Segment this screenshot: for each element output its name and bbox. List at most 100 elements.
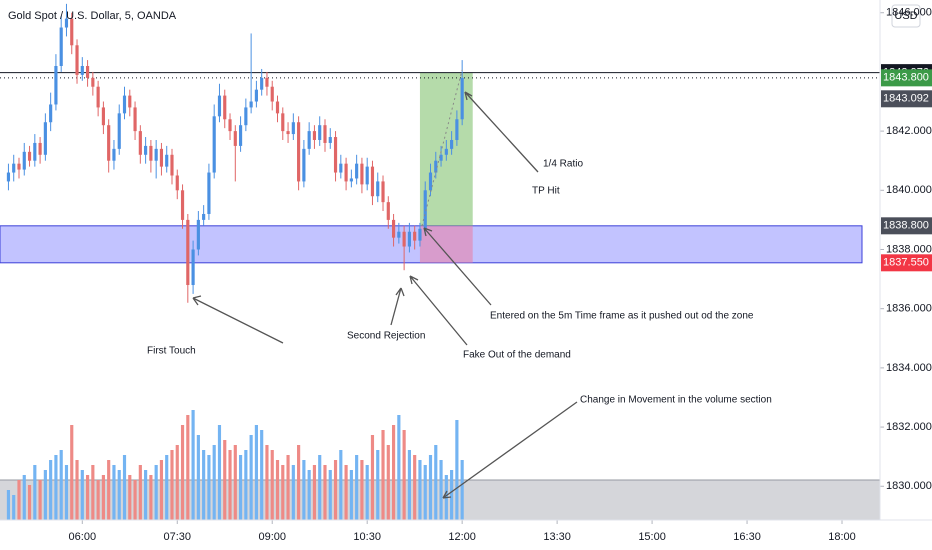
volume-bar (265, 445, 269, 520)
annotation: Second Rejection (347, 331, 425, 342)
candle-body (281, 113, 285, 132)
volume-bar (217, 425, 222, 520)
candle-body (22, 151, 26, 170)
volume-bar (344, 465, 348, 520)
volume-bar (54, 455, 58, 520)
volume-bar (96, 480, 100, 520)
volume-bar (186, 415, 190, 520)
price-label-box (881, 217, 932, 235)
volume-bar (297, 445, 301, 520)
candle-body (112, 148, 116, 161)
volume-bar (43, 470, 47, 520)
candle-body (85, 65, 90, 78)
volume-bar (149, 475, 153, 520)
price-label: 1837.550 (883, 257, 929, 269)
volume-bar (307, 470, 311, 520)
candle-body (117, 113, 121, 149)
candle-body (165, 154, 169, 167)
candle-body (349, 178, 353, 182)
candle-body (423, 190, 427, 229)
volume-bar (397, 415, 401, 520)
volume-bar (144, 470, 148, 520)
volume-bar (38, 480, 42, 520)
volume-bar (91, 465, 95, 520)
volume-bar (180, 425, 185, 520)
volume-bar (270, 450, 274, 520)
candle-body (128, 95, 132, 108)
volume-bar (407, 450, 411, 520)
candle-body (365, 166, 369, 185)
annotation: 1/4 Ratio (543, 159, 583, 170)
chart-title: Gold Spot / U.S. Dollar, 5, OANDA (8, 10, 177, 22)
arrow (442, 401, 578, 499)
volume-bar (339, 450, 343, 520)
volume-bar (249, 435, 253, 520)
volume-bar (275, 460, 280, 520)
candle-body (170, 154, 174, 176)
x-tick-label: 16:30 (733, 531, 761, 543)
candle-body (275, 101, 280, 114)
candle-body (376, 181, 380, 197)
x-tick-label: 13:30 (543, 531, 571, 543)
volume-bar (27, 485, 32, 520)
volume-bar (212, 445, 216, 520)
candle-body (434, 160, 438, 173)
candle-body (286, 131, 290, 135)
candle-body (80, 65, 84, 75)
volume-bar (418, 460, 422, 520)
candle-body (339, 163, 343, 173)
volume-bar (360, 460, 364, 520)
currency-button[interactable] (891, 4, 921, 28)
volume-bar (59, 450, 63, 520)
candle-body (202, 213, 206, 220)
x-tick-label: 10:30 (353, 531, 381, 543)
currency-label[interactable]: USD (894, 10, 917, 22)
volume-bar (302, 460, 306, 520)
volume-bar (386, 445, 390, 520)
volume-bar (170, 450, 174, 520)
candle-body (54, 65, 58, 105)
annotation: Entered on the 5m Time frame as it pushe… (490, 311, 754, 322)
volume-bar (165, 455, 169, 520)
candle-body (302, 148, 306, 182)
volume-bar (355, 455, 359, 520)
y-tick-label: 1838.000 (886, 243, 932, 255)
volume-bar (286, 455, 290, 520)
annotation: TP Hit (532, 186, 560, 197)
volume-bar (376, 450, 380, 520)
volume-bar (381, 430, 385, 520)
candle-body (344, 163, 348, 182)
volume-bar (228, 450, 232, 520)
annotation-arrows (192, 91, 578, 499)
volume-bar (112, 465, 116, 520)
candle-body (312, 131, 317, 140)
volume-bar (17, 480, 21, 520)
volume-bar (238, 455, 243, 520)
candle-body (107, 125, 111, 161)
candle-body (455, 119, 459, 140)
candle-body (318, 125, 322, 140)
candle-body (49, 104, 53, 123)
volume-bar (117, 470, 121, 520)
volume-bar (318, 455, 322, 520)
candle-body (328, 137, 332, 143)
candle-body (217, 95, 222, 117)
volume-bar (370, 435, 375, 520)
candle-body (96, 86, 100, 108)
x-tick-label: 12:00 (448, 531, 476, 543)
arrow (464, 91, 539, 173)
candle-body (413, 231, 417, 241)
volume-bar (223, 440, 227, 520)
candle-body (254, 89, 258, 102)
volume-bar (33, 465, 37, 520)
price-label-box (881, 254, 932, 272)
x-tick-label: 15:00 (638, 531, 666, 543)
volume-bar (128, 475, 132, 520)
annotation: Fake Out of the demand (463, 350, 571, 361)
candle-body (428, 172, 433, 191)
annotation: First Touch (147, 346, 196, 357)
y-tick-label: 1842.000 (886, 125, 932, 137)
volume-bar (291, 465, 295, 520)
volume-bar (428, 455, 433, 520)
